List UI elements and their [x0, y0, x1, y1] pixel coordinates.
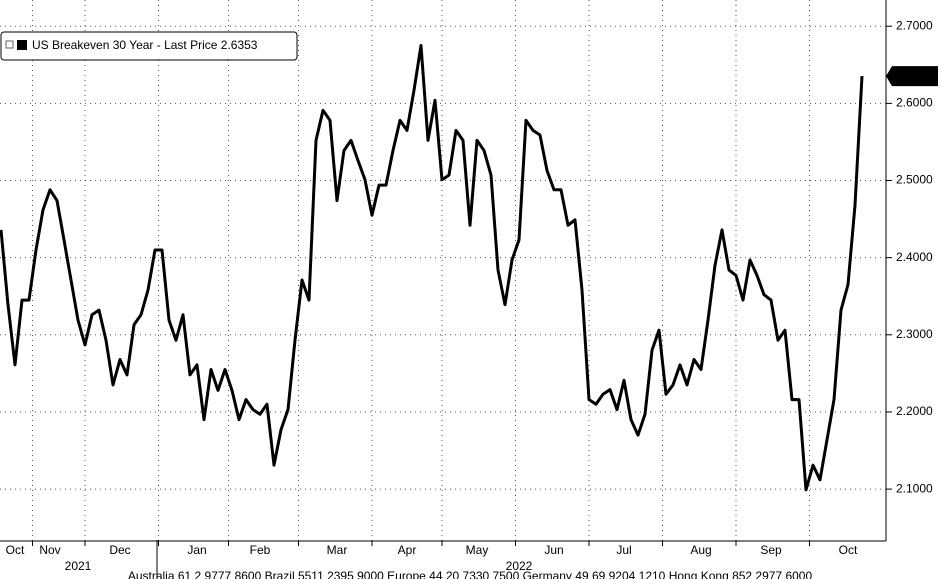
year-label: 2021 — [65, 559, 92, 573]
y-tick-label: 2.3000 — [896, 327, 933, 341]
y-tick-label: 2.2000 — [896, 404, 933, 418]
y-tick-label: 2.6000 — [896, 96, 933, 110]
x-tick-label: Dec — [109, 543, 130, 557]
x-tick-label: Sep — [760, 543, 782, 557]
x-tick-label: Jun — [544, 543, 563, 557]
x-tick-label: Jul — [616, 543, 631, 557]
legend-icon-toggle — [5, 40, 14, 49]
last-price-tag — [886, 66, 938, 87]
y-tick-label: 2.5000 — [896, 173, 933, 187]
x-tick-label: Oct — [839, 543, 858, 557]
year-label: 2022 — [506, 559, 533, 573]
y-tick-label: 2.7000 — [896, 18, 933, 32]
legend: US Breakeven 30 Year - Last Price 2.6353 — [0, 31, 298, 61]
y-tick-label: 2.1000 — [896, 481, 933, 495]
x-tick-label: Feb — [250, 543, 271, 557]
line-series — [0, 44, 864, 492]
x-tick-label: Mar — [327, 543, 348, 557]
x-tick-label: Aug — [690, 543, 711, 557]
x-tick-label: Apr — [398, 543, 417, 557]
x-tick-label: May — [466, 543, 489, 557]
x-tick-label: Oct — [6, 543, 25, 557]
legend-box — [0, 31, 298, 61]
last-price-label: 2.6353 — [895, 68, 932, 82]
footer: Australia 61 2 9777 8600 Brazil 5511 239… — [128, 569, 813, 579]
x-tick-label: Nov — [39, 543, 60, 557]
legend-swatch — [17, 40, 27, 50]
x-tick-label: Jan — [187, 543, 206, 557]
y-tick-label: 2.4000 — [896, 250, 933, 264]
legend-label: US Breakeven 30 Year - Last Price 2.6353 — [32, 38, 258, 52]
